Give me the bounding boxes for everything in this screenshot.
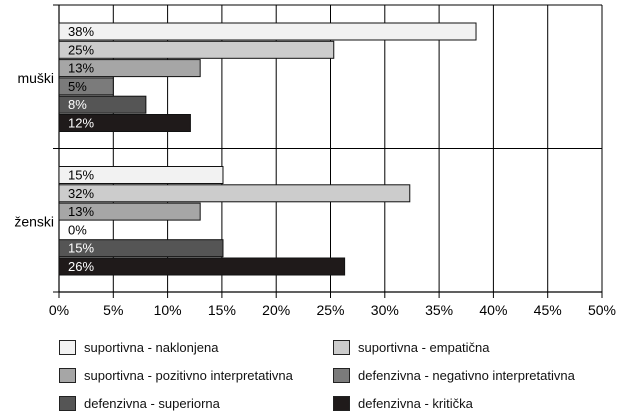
- bar-value-label: 13%: [68, 61, 94, 76]
- legend-item: defenzivna - superiorna: [59, 394, 220, 412]
- legend-swatch: [59, 395, 76, 411]
- x-tick-label: 50%: [588, 302, 616, 318]
- bar-value-label: 5%: [68, 79, 87, 94]
- x-tick-label: 45%: [534, 302, 562, 318]
- bar: [58, 257, 346, 276]
- legend-item: suportivna - empatična: [333, 338, 490, 356]
- legend-swatch: [333, 395, 350, 411]
- bar-value-label: 13%: [68, 204, 94, 219]
- x-tick-label: 25%: [316, 302, 344, 318]
- bar: [58, 184, 411, 203]
- legend-label: defenzivna - superiorna: [84, 395, 220, 411]
- x-tick-label: 5%: [103, 302, 123, 318]
- legend-label: suportivna - naklonjena: [84, 339, 219, 355]
- bar: [58, 22, 477, 41]
- legend-swatch: [333, 339, 350, 355]
- x-tick-label: 30%: [371, 302, 399, 318]
- bar-chart: 0% 5% 10% 15% 20% 25% 30% 35% 40% 45% 50% 38% 25% 13%…: [14, 4, 616, 318]
- bar: [58, 95, 147, 114]
- legend-item: suportivna - pozitivno interpretativna: [59, 366, 293, 384]
- category-label: ženski: [14, 213, 54, 229]
- bar: [58, 202, 201, 221]
- legend-swatch: [333, 367, 350, 383]
- bar-value-label: 8%: [68, 97, 87, 112]
- bar-value-label: 0%: [68, 222, 87, 237]
- legend-item: suportivna - naklonjena: [59, 338, 218, 356]
- bar-value-label: 32%: [68, 186, 94, 201]
- x-tick-label: 40%: [479, 302, 507, 318]
- legend-label: suportivna - pozitivno interpretativna: [84, 367, 293, 383]
- bar-value-label: 25%: [68, 42, 94, 57]
- bar-value-label: 15%: [68, 241, 94, 256]
- x-tick-label: 35%: [425, 302, 453, 318]
- x-tick-label: 0%: [49, 302, 69, 318]
- bar: [58, 40, 335, 59]
- bar: [58, 77, 114, 96]
- x-tick-label: 20%: [262, 302, 290, 318]
- legend-swatch: [59, 367, 76, 383]
- legend-label: defenzivna - negativno interpretativna: [358, 367, 575, 383]
- bar-value-label: 38%: [68, 24, 94, 39]
- x-tick-label: 10%: [154, 302, 182, 318]
- bar-value-label: 26%: [68, 259, 94, 274]
- legend-item: defenzivna - kritička: [333, 394, 473, 412]
- bar: [58, 239, 224, 258]
- legend-label: defenzivna - kritička: [358, 395, 473, 411]
- bar-value-label: 15%: [68, 168, 94, 183]
- legend-swatch: [59, 339, 76, 355]
- x-tick-label: 15%: [208, 302, 236, 318]
- bar-value-label: 12%: [68, 116, 94, 131]
- bar: [58, 114, 191, 132]
- legend-label: suportivna - empatična: [358, 339, 490, 355]
- bar: [58, 59, 201, 78]
- bar: [58, 166, 224, 184]
- legend-item: defenzivna - negativno interpretativna: [333, 366, 575, 384]
- category-label: muški: [17, 70, 54, 86]
